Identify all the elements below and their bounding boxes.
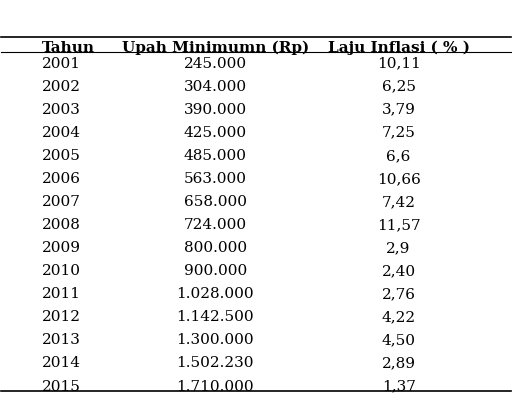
Text: 7,42: 7,42: [381, 195, 416, 209]
Text: 1.502.230: 1.502.230: [177, 356, 254, 370]
Text: 7,25: 7,25: [381, 126, 416, 140]
Text: 2,76: 2,76: [381, 287, 416, 301]
Text: 4,50: 4,50: [381, 333, 416, 347]
Text: 724.000: 724.000: [184, 218, 247, 232]
Text: 4,22: 4,22: [381, 310, 416, 324]
Text: 2,9: 2,9: [387, 241, 411, 255]
Text: 485.000: 485.000: [184, 149, 247, 163]
Text: 245.000: 245.000: [184, 57, 247, 71]
Text: 2004: 2004: [42, 126, 81, 140]
Text: 2006: 2006: [42, 172, 81, 186]
Text: 2003: 2003: [42, 103, 81, 117]
Text: 2009: 2009: [42, 241, 81, 255]
Text: Upah Minimumn (Rp): Upah Minimumn (Rp): [122, 40, 309, 55]
Text: 2008: 2008: [42, 218, 81, 232]
Text: 2,89: 2,89: [381, 356, 416, 370]
Text: 2001: 2001: [42, 57, 81, 71]
Text: 10,11: 10,11: [377, 57, 420, 71]
Text: 1,37: 1,37: [381, 380, 416, 393]
Text: 10,66: 10,66: [377, 172, 420, 186]
Text: 2005: 2005: [42, 149, 81, 163]
Text: 1.300.000: 1.300.000: [177, 333, 254, 347]
Text: 6,6: 6,6: [387, 149, 411, 163]
Text: 2010: 2010: [42, 264, 81, 278]
Text: 2014: 2014: [42, 356, 81, 370]
Text: 390.000: 390.000: [184, 103, 247, 117]
Text: 11,57: 11,57: [377, 218, 420, 232]
Text: 658.000: 658.000: [184, 195, 247, 209]
Text: Laju Inflasi ( % ): Laju Inflasi ( % ): [328, 40, 470, 55]
Text: 2002: 2002: [42, 80, 81, 94]
Text: 1.710.000: 1.710.000: [177, 380, 254, 393]
Text: 304.000: 304.000: [184, 80, 247, 94]
Text: 1.028.000: 1.028.000: [177, 287, 254, 301]
Text: 900.000: 900.000: [184, 264, 247, 278]
Text: 2,40: 2,40: [381, 264, 416, 278]
Text: 2012: 2012: [42, 310, 81, 324]
Text: Tahun: Tahun: [42, 40, 95, 55]
Text: 563.000: 563.000: [184, 172, 247, 186]
Text: 2011: 2011: [42, 287, 81, 301]
Text: 2013: 2013: [42, 333, 81, 347]
Text: 2015: 2015: [42, 380, 81, 393]
Text: 2007: 2007: [42, 195, 81, 209]
Text: 1.142.500: 1.142.500: [177, 310, 254, 324]
Text: 425.000: 425.000: [184, 126, 247, 140]
Text: 800.000: 800.000: [184, 241, 247, 255]
Text: 3,79: 3,79: [381, 103, 416, 117]
Text: 6,25: 6,25: [381, 80, 416, 94]
